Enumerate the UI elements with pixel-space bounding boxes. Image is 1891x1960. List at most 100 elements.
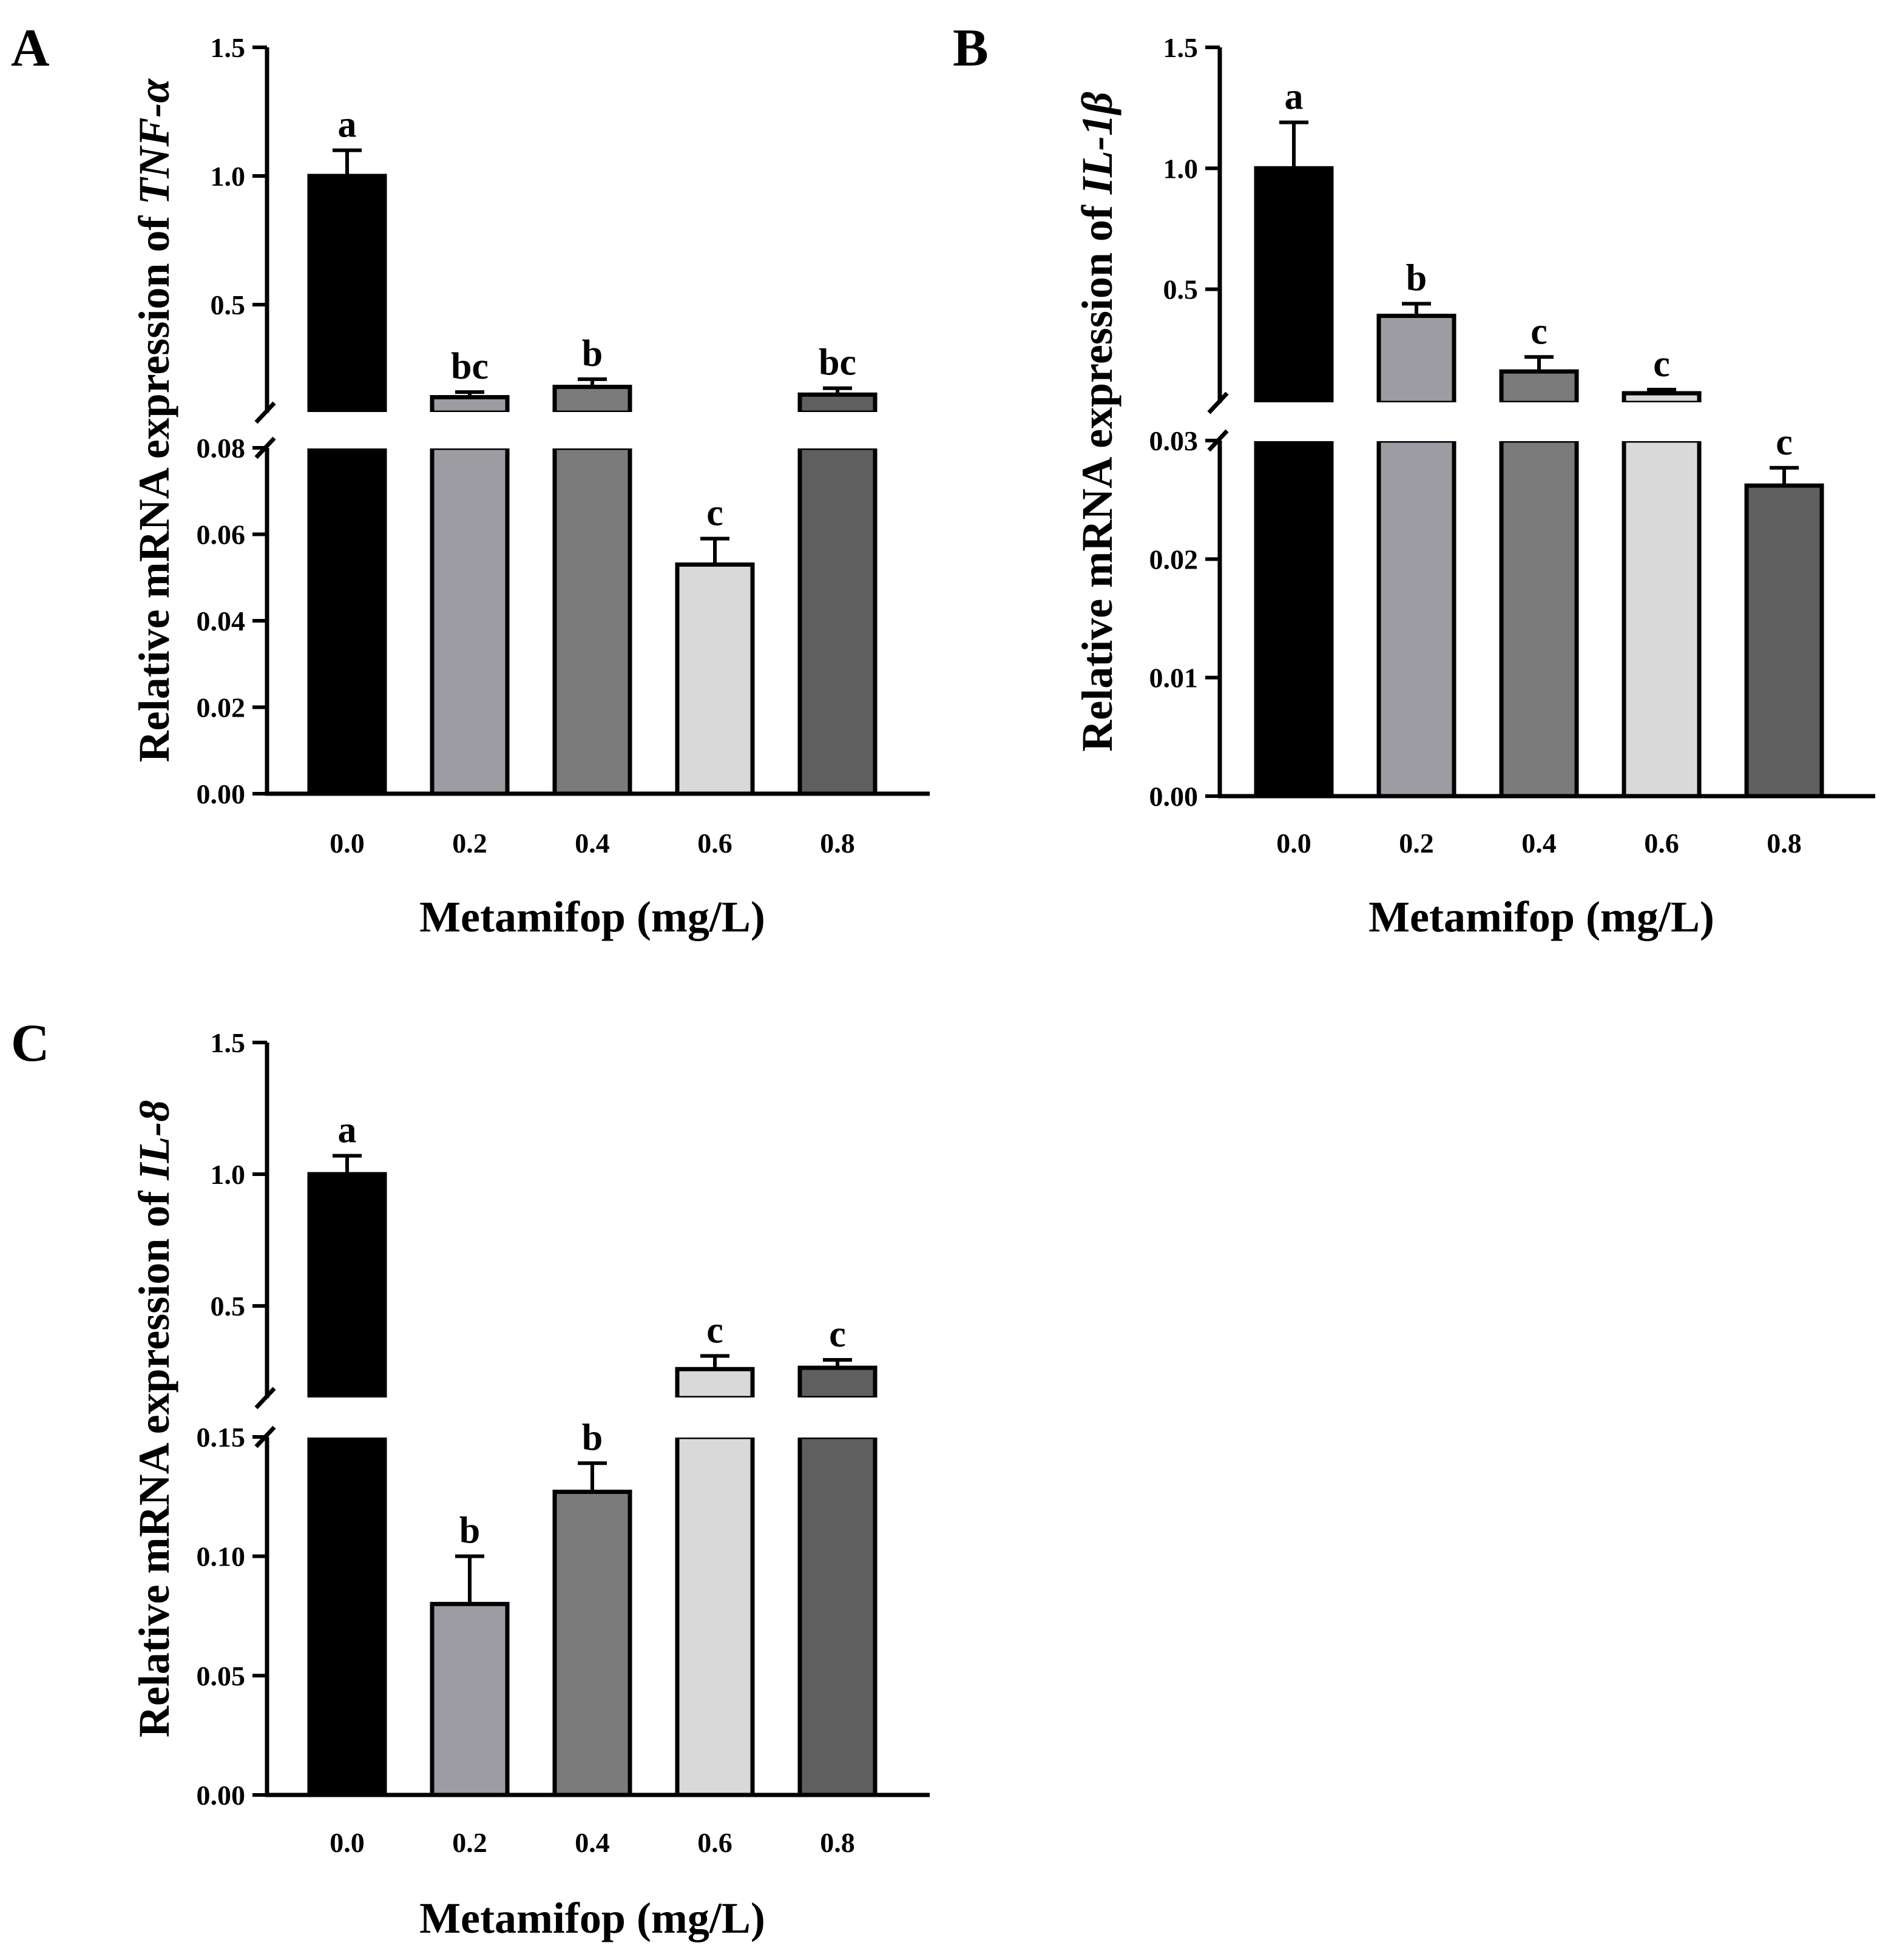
bar-2-3 bbox=[1620, 391, 1703, 799]
sig-letter-1-3: c bbox=[706, 493, 723, 534]
y-tick-label-upper-3-0: 0.5 bbox=[211, 1291, 246, 1322]
x-tick-label-2-2: 0.4 bbox=[1521, 828, 1557, 859]
sig-letter-2-0: a bbox=[1285, 76, 1304, 118]
y-axis-title-gene-2: IL-1β bbox=[1073, 92, 1121, 195]
bar-2-0-break-bottom bbox=[1253, 438, 1335, 441]
bar-2-1-break-top bbox=[1375, 402, 1458, 406]
bar-1-1-break-top bbox=[428, 412, 511, 416]
bar-2-3-break-top bbox=[1620, 402, 1703, 406]
sig-letter-3-1: b bbox=[459, 1510, 480, 1552]
y-axis-title-2: Relative mRNA expression of IL-1β bbox=[1073, 92, 1121, 752]
x-tick-label-2-0: 0.0 bbox=[1276, 828, 1311, 859]
bar-3-4-break-top bbox=[796, 1397, 879, 1401]
bar-2-0-break-top bbox=[1253, 402, 1335, 406]
axis-break-mark-top-2 bbox=[1207, 391, 1229, 414]
x-tick-label-2-4: 0.8 bbox=[1767, 828, 1802, 859]
bar-1-2-upper bbox=[552, 385, 632, 415]
y-axis-title-3: Relative mRNA expression of IL-8 bbox=[130, 1100, 178, 1738]
y-tick-label-lower-2-2: 0.02 bbox=[1149, 544, 1199, 575]
sig-letter-1-1: bc bbox=[451, 346, 489, 387]
bar-3-0-upper bbox=[307, 1172, 387, 1401]
y-tick-label-upper-3-1: 1.0 bbox=[211, 1159, 246, 1190]
bar-1-4-upper bbox=[797, 392, 878, 415]
bar-3-0-break-bottom bbox=[306, 1434, 388, 1438]
bar-1-0-lower bbox=[307, 445, 387, 796]
panel-b-letter: B bbox=[953, 19, 989, 78]
bar-2-0-upper bbox=[1254, 166, 1334, 405]
sig-letter-2-4: c bbox=[1776, 422, 1793, 463]
bar-3-2 bbox=[552, 1489, 632, 1797]
bar-1-2-lower bbox=[552, 445, 632, 796]
bar-1-3 bbox=[675, 562, 755, 796]
bar-1-2 bbox=[551, 385, 634, 796]
sig-letter-1-4: bc bbox=[819, 342, 856, 384]
bar-1-2-break-bottom bbox=[551, 445, 634, 448]
sig-letter-3-4: c bbox=[829, 1314, 846, 1355]
bar-2-1-upper bbox=[1376, 313, 1456, 405]
y-tick-label-upper-3-2: 1.5 bbox=[211, 1027, 246, 1058]
bar-1-1-upper bbox=[430, 395, 510, 415]
x-tick-label-3-1: 0.2 bbox=[452, 1827, 487, 1858]
bar-2-2 bbox=[1498, 369, 1580, 799]
sig-letter-3-2: b bbox=[582, 1417, 603, 1458]
y-tick-label-lower-3-0: 0.00 bbox=[197, 1780, 246, 1811]
bar-2-1-break-bottom bbox=[1375, 438, 1458, 441]
bar-2-0 bbox=[1253, 166, 1335, 799]
bar-3-1 bbox=[430, 1601, 510, 1797]
bar-1-0-upper bbox=[307, 174, 387, 415]
bar-3-4-upper bbox=[797, 1365, 878, 1401]
y-axis-title-gene-3: IL-8 bbox=[130, 1100, 178, 1181]
x-tick-label-2-3: 0.6 bbox=[1644, 828, 1679, 859]
y-tick-label-lower-1-4: 0.08 bbox=[197, 433, 246, 464]
y-tick-label-upper-1-2: 1.5 bbox=[211, 32, 246, 63]
axis-break-mark-top-3 bbox=[254, 1387, 276, 1410]
bar-2-1 bbox=[1375, 313, 1458, 799]
bar-3-4 bbox=[796, 1365, 879, 1797]
y-tick-label-upper-1-1: 1.0 bbox=[211, 161, 246, 192]
bar-1-3 bbox=[675, 562, 755, 796]
bar-1-0 bbox=[306, 174, 388, 796]
y-tick-label-lower-3-3: 0.15 bbox=[197, 1422, 246, 1453]
sig-letter-3-3: c bbox=[706, 1310, 723, 1351]
bar-3-3-break-top bbox=[674, 1397, 756, 1401]
y-tick-label-lower-1-1: 0.02 bbox=[197, 692, 246, 723]
y-axis-title-text-3: Relative mRNA expression of bbox=[130, 1180, 178, 1738]
x-tick-label-1-0: 0.0 bbox=[330, 828, 365, 859]
bar-2-3-lower bbox=[1622, 438, 1702, 799]
sig-letter-2-3: c bbox=[1653, 343, 1670, 385]
bar-2-4 bbox=[1744, 483, 1824, 799]
bar-1-4 bbox=[796, 392, 879, 796]
bar-3-0-lower bbox=[307, 1435, 387, 1797]
y-tick-label-lower-3-1: 0.05 bbox=[197, 1660, 246, 1691]
y-tick-label-upper-1-0: 0.5 bbox=[211, 289, 246, 320]
bar-2-2-break-top bbox=[1498, 402, 1580, 406]
x-tick-label-1-2: 0.4 bbox=[575, 828, 610, 859]
panel-c: Ca 0.0 b 0.2 b 0.4 c 0.6 c 0.8 0.00 0.05 0.10 0.15 0.5… bbox=[11, 1014, 930, 1942]
y-tick-label-lower-1-0: 0.00 bbox=[197, 779, 246, 809]
x-axis-title-2: Metamifop (mg/L) bbox=[1368, 893, 1714, 941]
bar-1-4-break-bottom bbox=[796, 445, 879, 448]
bar-1-0-break-bottom bbox=[306, 445, 388, 448]
axis-break-mark-top-1 bbox=[254, 401, 276, 424]
bar-1-1-break-bottom bbox=[428, 445, 511, 448]
bar-3-3-upper bbox=[675, 1367, 755, 1401]
bar-2-2-break-bottom bbox=[1498, 438, 1580, 441]
bar-2-2-upper bbox=[1499, 369, 1579, 405]
y-tick-label-lower-2-0: 0.00 bbox=[1149, 781, 1199, 812]
x-tick-label-2-1: 0.2 bbox=[1399, 828, 1434, 859]
y-tick-label-lower-1-3: 0.06 bbox=[197, 519, 246, 550]
bar-2-0-lower bbox=[1254, 438, 1334, 799]
panel-b: Ba 0.0 b 0.2 c 0.4 c 0.6 c 0.8 0.00 0.01 0.02 0.03 0.5… bbox=[953, 19, 1875, 941]
bar-3-4-break-bottom bbox=[796, 1434, 879, 1438]
bar-3-3 bbox=[674, 1367, 756, 1797]
y-axis-title-1: Relative mRNA expression of TNF-α bbox=[130, 78, 178, 763]
x-axis-title-3: Metamifop (mg/L) bbox=[419, 1894, 765, 1942]
bar-1-1-lower bbox=[430, 445, 510, 796]
y-axis-title-text-1: Relative mRNA expression of bbox=[130, 205, 178, 763]
panel-a-letter: A bbox=[11, 19, 50, 78]
y-tick-label-lower-2-1: 0.01 bbox=[1149, 663, 1199, 694]
x-tick-label-3-3: 0.6 bbox=[697, 1827, 732, 1858]
bar-1-4-break-top bbox=[796, 412, 879, 416]
bar-1-0-break-top bbox=[306, 412, 388, 416]
